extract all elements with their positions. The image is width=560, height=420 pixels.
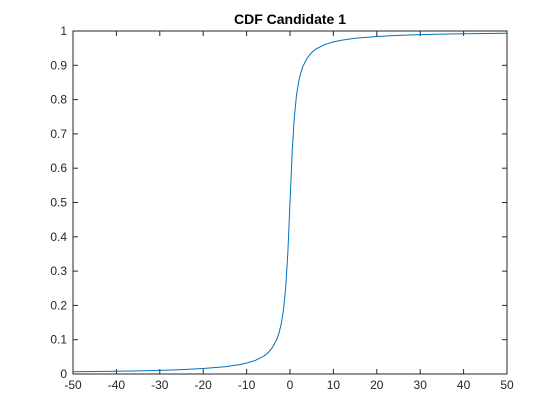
- y-tick-label: 0.3: [50, 264, 67, 278]
- chart-title: CDF Candidate 1: [234, 11, 346, 27]
- tick-labels-layer: -50 -40 -30 -20 -10 0 10 20 30 40 50 0 0.1 0.2 0.3 0.4 0…: [50, 24, 514, 392]
- y-tick-label: 0.6: [50, 161, 67, 175]
- y-tick-label: 0: [60, 367, 67, 381]
- x-tick-label: -20: [195, 378, 213, 392]
- x-tick-label: 0: [287, 378, 294, 392]
- x-tick-label: 30: [414, 378, 428, 392]
- axes-box: [72, 30, 508, 375]
- x-tick-label: 20: [370, 378, 384, 392]
- x-tick-label: 10: [327, 378, 341, 392]
- x-tick-label: -30: [151, 378, 169, 392]
- x-tick-label: -10: [238, 378, 256, 392]
- x-tick-label: -40: [108, 378, 126, 392]
- x-tick-label: 50: [500, 378, 514, 392]
- y-tick-label: 0.7: [50, 127, 67, 141]
- y-tick-label: 0.2: [50, 298, 67, 312]
- x-tick-label: 40: [457, 378, 471, 392]
- cdf-curve-line: [72, 32, 508, 373]
- y-tick-label: 0.4: [50, 230, 67, 244]
- y-tick-label: 0.8: [50, 93, 67, 107]
- y-tick-label: 0.5: [50, 196, 67, 210]
- y-tick-label: 0.1: [50, 333, 67, 347]
- series-layer: [72, 32, 508, 373]
- y-tick-label: 0.9: [50, 58, 67, 72]
- y-tick-label: 1: [60, 24, 67, 38]
- x-tick-label: -50: [64, 378, 82, 392]
